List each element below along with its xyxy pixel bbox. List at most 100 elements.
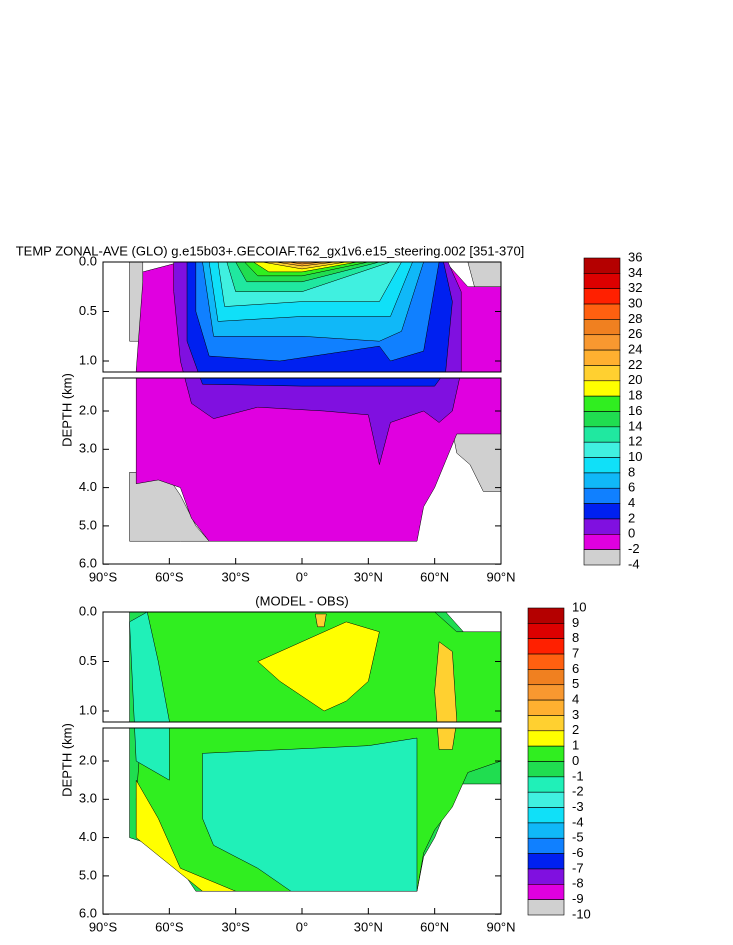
y-tick-label: 2.0 [79, 752, 97, 767]
colorbar-box [527, 669, 565, 686]
y-tick-label: 0.5 [79, 653, 97, 668]
colorbar-label: -1 [572, 768, 584, 783]
colorbar-box [527, 868, 565, 885]
colorbar-label: 8 [572, 630, 579, 645]
colorbar-box [583, 349, 621, 366]
colorbar-box [527, 822, 565, 839]
contour-band [314, 613, 327, 628]
chart-title: (MODEL - OBS) [255, 593, 348, 608]
y-tick-label: 6.0 [79, 556, 97, 571]
x-tick-label: 0° [296, 569, 308, 584]
colorbar-box [527, 883, 565, 900]
field [129, 261, 502, 542]
y-tick-label: 5.0 [79, 517, 97, 532]
colorbar-label: 9 [572, 615, 579, 630]
colorbar-box [583, 426, 621, 443]
colorbar-box [527, 699, 565, 716]
colorbar-label: 14 [628, 418, 642, 433]
x-tick-label: 30°N [354, 569, 383, 584]
x-tick-label: 90°S [89, 919, 118, 934]
colorbar-label: -2 [572, 784, 584, 799]
frame [102, 611, 502, 723]
y-tick-label: 3.0 [79, 441, 97, 456]
colorbar-box [583, 380, 621, 397]
colorbar-box [583, 472, 621, 489]
colorbar-box [527, 623, 565, 639]
colorbar-label: 6 [572, 661, 579, 676]
colorbar-box [527, 745, 565, 762]
colorbar-label: 8 [628, 464, 635, 479]
colorbar-box [527, 837, 565, 854]
x-tick-label: 30°S [221, 569, 250, 584]
y-tick-label: 2.0 [79, 402, 97, 417]
colorbar-label: 10 [628, 449, 642, 464]
colorbar-label: -10 [572, 906, 591, 921]
y-tick-label: 1.0 [79, 702, 97, 717]
x-tick-label: 90°S [89, 569, 118, 584]
y-tick-label: 4.0 [79, 829, 97, 844]
colorbar-label: 18 [628, 388, 642, 403]
colorbar-label: 16 [628, 403, 642, 418]
colorbar-box [527, 807, 565, 824]
frame [102, 261, 502, 373]
colorbar-box [583, 411, 621, 428]
colorbar-label: -5 [572, 830, 584, 845]
colorbar-label: 6 [628, 480, 635, 495]
colorbar-label: 1 [572, 738, 579, 753]
colorbar-box [583, 334, 621, 351]
chart-title: TEMP ZONAL-AVE (GLO) g.e15b03+.GECOIAF.T… [16, 243, 525, 258]
colorbar-label: -4 [628, 556, 640, 571]
x-tick-label: 0° [296, 919, 308, 934]
colorbar-box [527, 791, 565, 808]
colorbar-box [583, 257, 621, 274]
x-tick-label: 30°N [354, 919, 383, 934]
colorbar-label: 0 [628, 526, 635, 541]
colorbar-box [527, 653, 565, 670]
colorbar-label: 2 [628, 510, 635, 525]
colorbar-label: 32 [628, 280, 642, 295]
y-tick-label: 0.0 [79, 603, 97, 618]
colorbar-box [527, 853, 565, 870]
colorbar-box [583, 288, 621, 305]
colorbar-box [583, 533, 621, 550]
colorbar-label: 34 [628, 265, 642, 280]
colorbar-label: 2 [572, 722, 579, 737]
colorbar-box [583, 273, 621, 290]
colorbar-box [527, 684, 565, 701]
colorbar-label: 7 [572, 645, 579, 660]
x-tick-label: 60°N [420, 569, 449, 584]
colorbar-label: 36 [628, 249, 642, 264]
colorbar-label: 10 [572, 599, 586, 614]
colorbar-label: -8 [572, 876, 584, 891]
colorbar-label: 3 [572, 707, 579, 722]
colorbar-label: 0 [572, 753, 579, 768]
colorbar-label: -2 [628, 541, 640, 556]
colorbar-label: -4 [572, 814, 584, 829]
colorbar-box [527, 607, 565, 624]
colorbar-box [583, 365, 621, 382]
colorbar-label: 12 [628, 434, 642, 449]
colorbar-label: 26 [628, 326, 642, 341]
x-tick-label: 90°N [486, 919, 515, 934]
colorbar-label: 30 [628, 295, 642, 310]
x-tick-label: 60°S [155, 569, 184, 584]
contour-band [135, 779, 236, 892]
colorbar-label: -3 [572, 799, 584, 814]
colorbar-box [583, 503, 621, 520]
colorbar-label: 4 [628, 495, 635, 510]
colorbar-label: 20 [628, 372, 642, 387]
colorbar-box [583, 457, 621, 474]
y-tick-label: 6.0 [79, 906, 97, 921]
y-tick-label: 4.0 [79, 479, 97, 494]
colorbar-box [527, 776, 565, 793]
colorbar-label: 4 [572, 692, 579, 707]
contour-band [467, 261, 502, 287]
colorbar-label: 24 [628, 342, 642, 357]
axis-break [101, 372, 503, 378]
colorbar-label: 5 [572, 676, 579, 691]
colorbar-box [583, 518, 621, 535]
colorbar-box [583, 395, 621, 412]
colorbar-box [527, 899, 565, 916]
